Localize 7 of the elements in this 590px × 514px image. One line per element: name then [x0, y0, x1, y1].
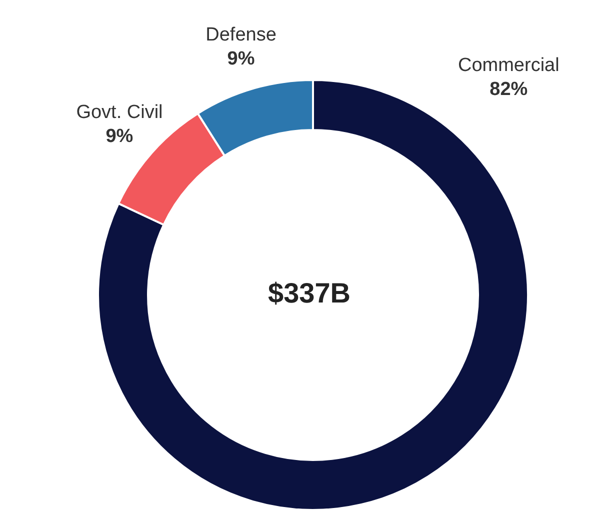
- text: $337B: [268, 278, 351, 308]
- slice-label: Commercial: [458, 55, 560, 76]
- data-label: 9%: [227, 48, 255, 70]
- slice-label: Defense: [206, 24, 276, 46]
- data-label: 82%: [490, 79, 528, 100]
- data-label: 9%: [106, 126, 134, 147]
- slice-label: Govt. Civil: [76, 102, 163, 123]
